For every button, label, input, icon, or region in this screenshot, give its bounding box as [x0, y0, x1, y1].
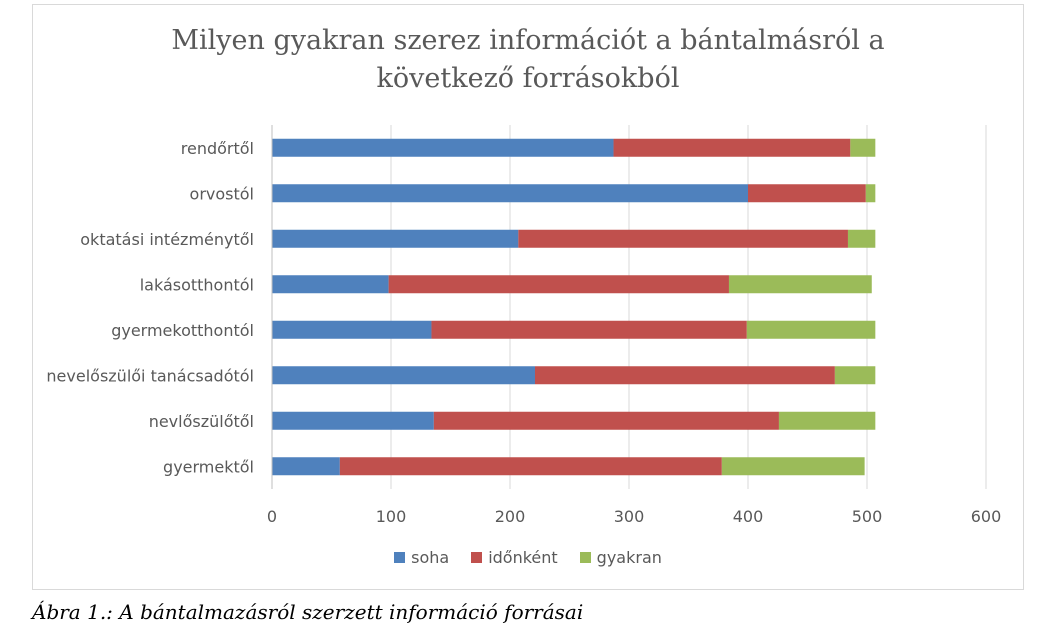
- figure-caption: Ábra 1.: A bántalmazásról szerzett infor…: [32, 600, 584, 624]
- bar-6-időnként: [534, 366, 835, 385]
- legend-item-idonkent: időnként: [471, 548, 558, 567]
- bar-7-gyakran: [778, 411, 876, 430]
- bar-8-gyakran: [721, 457, 865, 476]
- y-category-label-4: lakásotthontól: [140, 275, 254, 294]
- y-category-label-1: rendőrtől: [181, 139, 254, 158]
- y-category-label-2: orvostól: [190, 184, 254, 203]
- x-tick-label-600: 600: [971, 507, 1002, 526]
- y-category-label-7: nevlőszülőtől: [149, 412, 254, 431]
- bar-3-soha: [272, 229, 519, 248]
- x-tick-label-400: 400: [733, 507, 764, 526]
- legend-item-gyakran: gyakran: [579, 548, 662, 567]
- y-category-label-6: nevelőszülői tanácsadótól: [46, 366, 254, 385]
- bar-2-gyakran: [865, 184, 876, 203]
- bar-8-soha: [272, 457, 340, 476]
- x-tick-label-500: 500: [852, 507, 883, 526]
- chart-title: Milyen gyakran szerez információt a bánt…: [32, 22, 1024, 98]
- y-category-label-3: oktatási intézménytől: [80, 230, 254, 249]
- bar-5-soha: [272, 320, 432, 339]
- bar-2-időnként: [748, 184, 866, 203]
- bar-1-időnként: [613, 138, 851, 157]
- bar-7-időnként: [433, 411, 779, 430]
- chart-title-line-2: következő forrásokból: [376, 63, 680, 94]
- legend-item-soha: soha: [394, 548, 449, 567]
- bar-7-soha: [272, 411, 434, 430]
- x-tick-label-100: 100: [376, 507, 407, 526]
- bar-5-gyakran: [746, 320, 876, 339]
- x-tick-label-200: 200: [495, 507, 526, 526]
- bar-6-soha: [272, 366, 535, 385]
- legend-label-idonkent: időnként: [488, 548, 558, 567]
- legend-swatch-idonkent: [471, 552, 483, 563]
- bar-5-időnként: [431, 320, 747, 339]
- bar-2-soha: [272, 184, 748, 203]
- chart-title-line-1: Milyen gyakran szerez információt a bánt…: [171, 25, 885, 56]
- x-tick-label-300: 300: [614, 507, 645, 526]
- bar-3-gyakran: [847, 229, 876, 248]
- legend-label-gyakran: gyakran: [596, 548, 662, 567]
- bar-8-időnként: [339, 457, 722, 476]
- chart-frame: [32, 4, 1024, 590]
- legend-swatch-soha: [394, 552, 406, 563]
- bar-1-gyakran: [850, 138, 876, 157]
- legend-swatch-gyakran: [579, 552, 591, 563]
- bar-4-soha: [272, 275, 389, 294]
- bar-4-időnként: [388, 275, 729, 294]
- bar-1-soha: [272, 138, 614, 157]
- bar-4-gyakran: [728, 275, 872, 294]
- bar-6-gyakran: [834, 366, 876, 385]
- x-tick-label-0: 0: [267, 507, 277, 526]
- legend-label-soha: soha: [411, 548, 450, 567]
- chart-legend: soha időnként gyakran: [32, 548, 1024, 567]
- bar-3-időnként: [518, 229, 848, 248]
- y-category-label-8: gyermektől: [163, 457, 254, 476]
- y-category-label-5: gyermekotthontól: [111, 321, 254, 340]
